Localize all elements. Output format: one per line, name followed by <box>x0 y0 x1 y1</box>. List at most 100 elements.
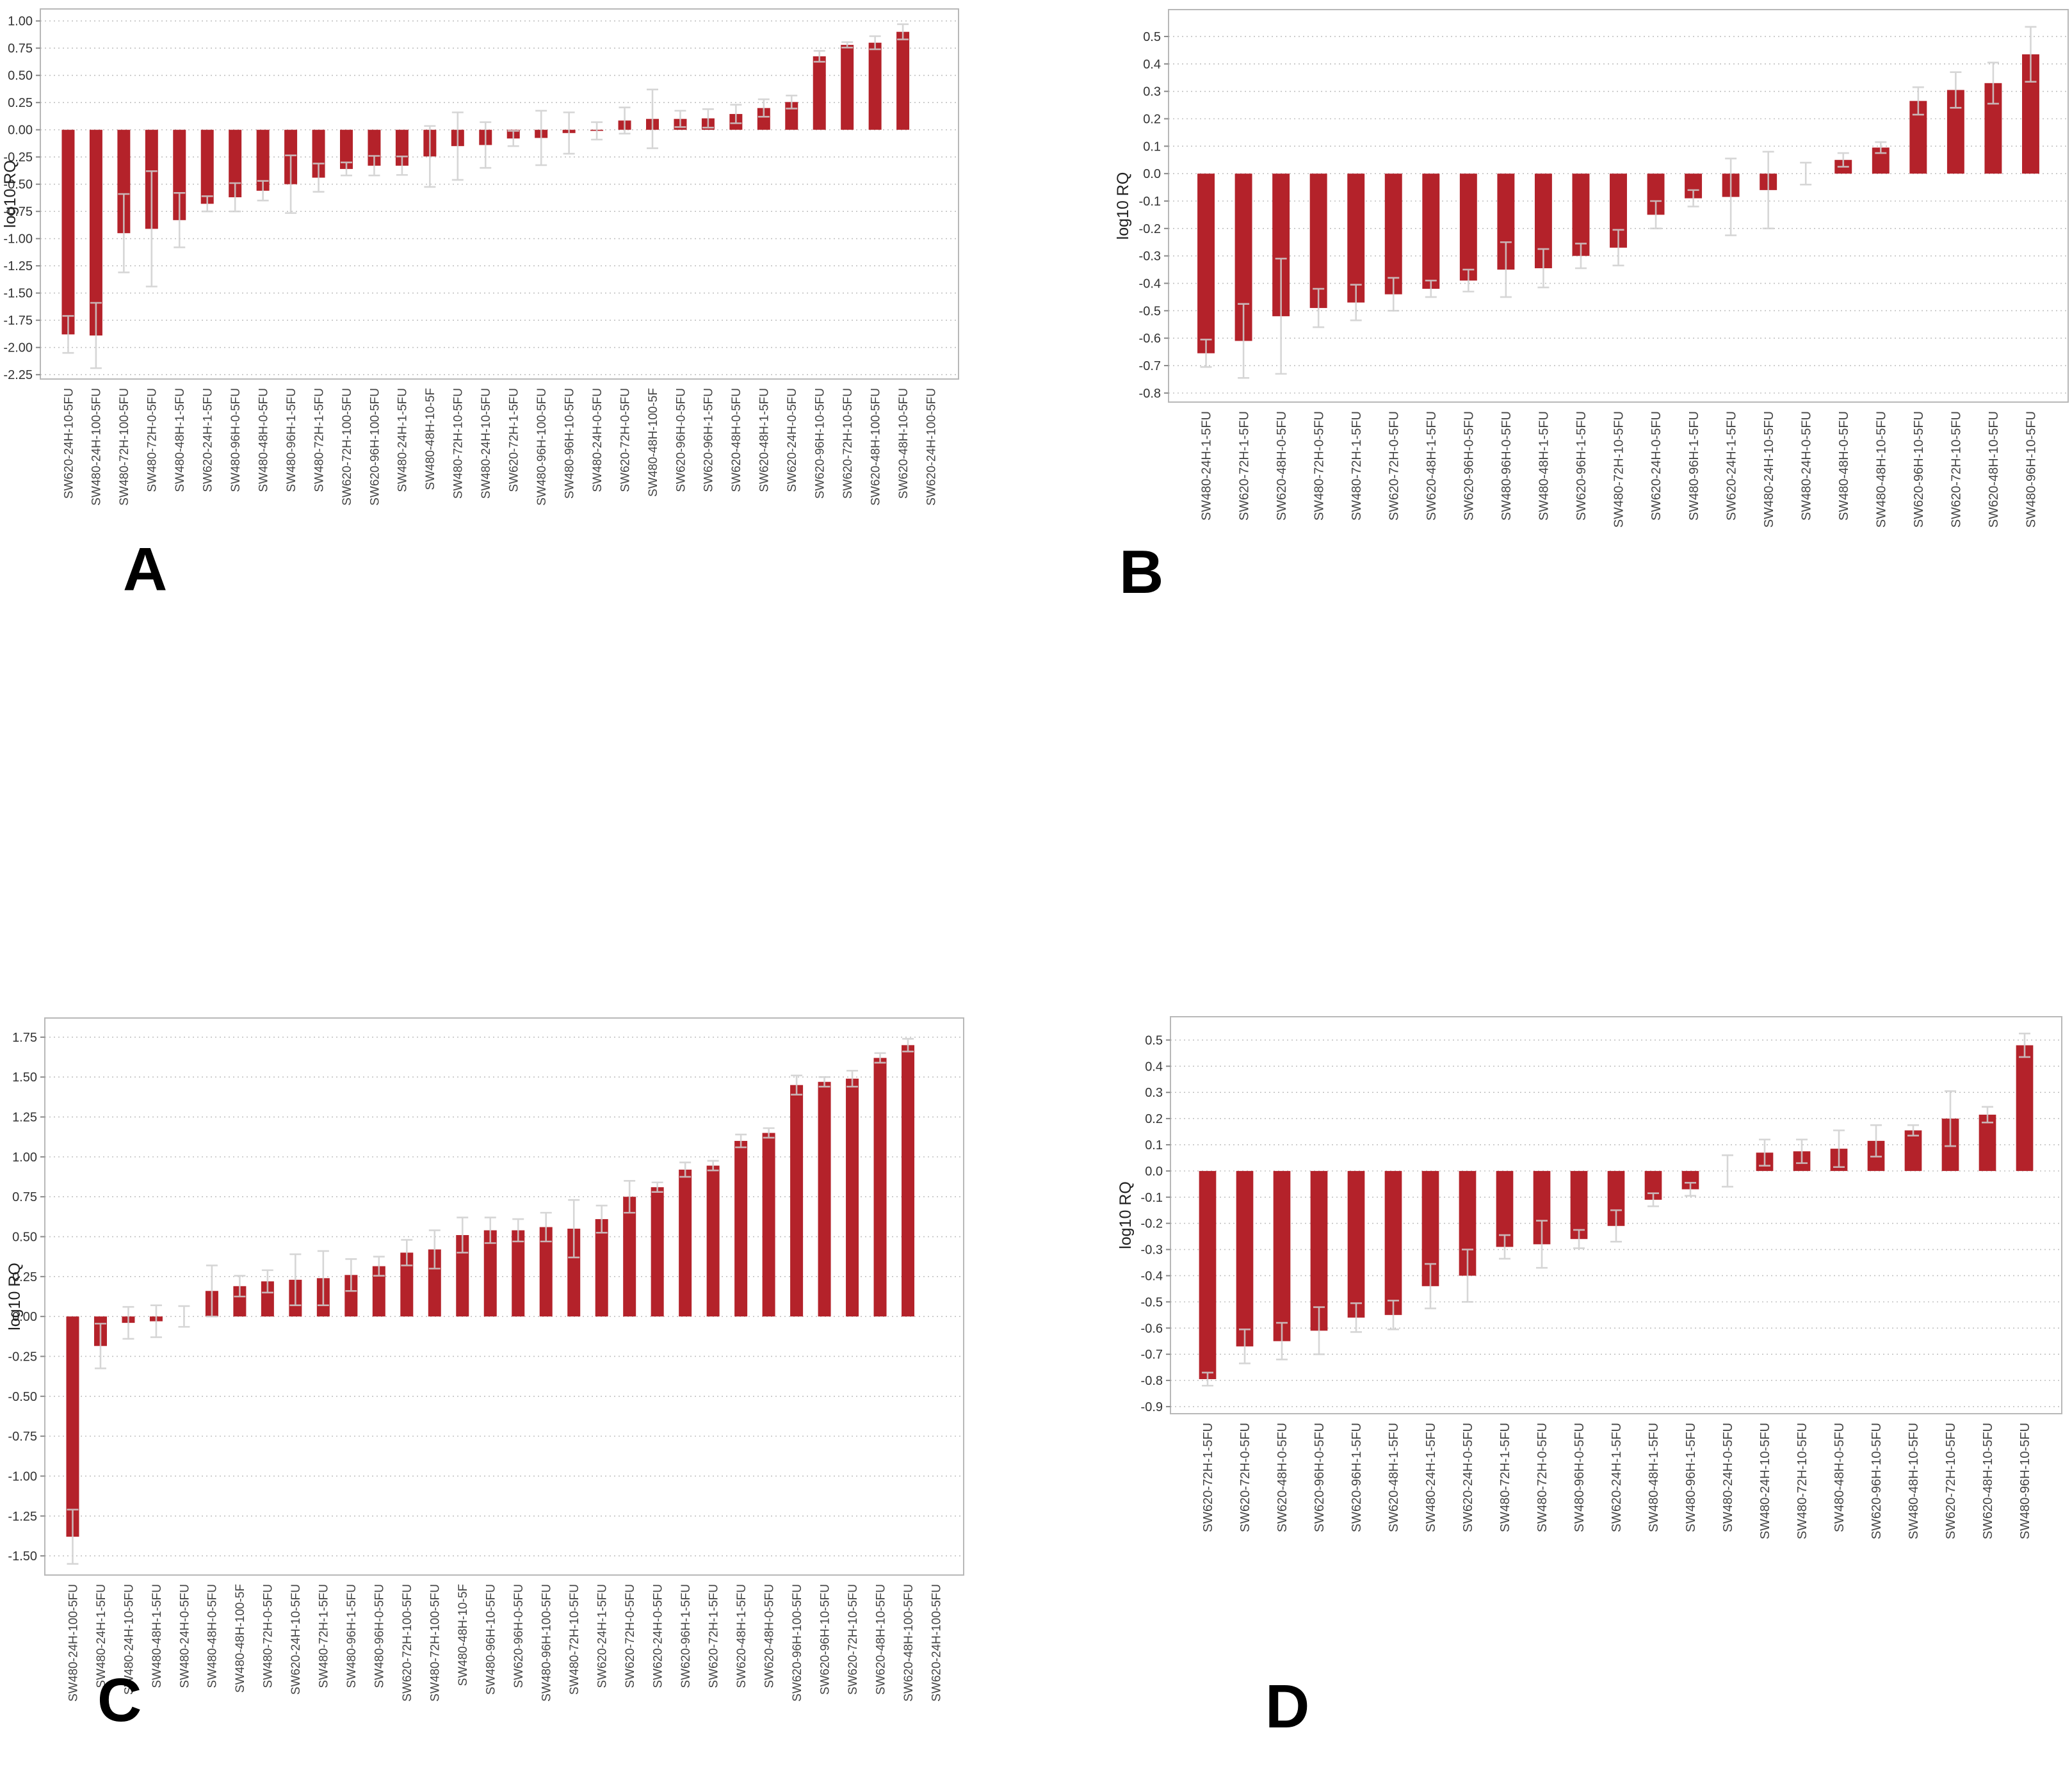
error-bar <box>869 35 881 51</box>
x-category-label: SW480-24H-1-5FU <box>1424 1423 1438 1532</box>
error-bar <box>591 121 603 141</box>
error-bar <box>1425 1263 1436 1309</box>
error-bar <box>396 156 408 176</box>
y-tick-label: 1.25 <box>12 1111 37 1125</box>
bar <box>1273 1170 1291 1341</box>
x-category-label: SW620-72H-0-5FU <box>1387 411 1401 521</box>
x-category-label: SW620-96H-0-5FU <box>1313 1423 1327 1532</box>
error-bar <box>90 302 102 369</box>
y-tick-label: -0.3 <box>1139 250 1161 264</box>
error-bar <box>563 111 575 155</box>
error-bar <box>1574 243 1587 270</box>
bar <box>1310 1170 1328 1331</box>
error-bar <box>1987 61 1999 105</box>
x-category-label: SW620-48H-10-5FU <box>897 388 911 499</box>
bar <box>595 1219 608 1317</box>
error-bar <box>2025 26 2037 83</box>
x-category-label: SW620-24H-1-5FU <box>1610 1423 1624 1532</box>
y-tick-label: -0.75 <box>8 1430 37 1444</box>
x-category-label: SW480-24H-0-5FU <box>1799 411 1813 521</box>
x-category-label: SW480-48H-0-5FU <box>257 388 270 492</box>
plot-border <box>1168 9 2069 403</box>
error-bar <box>1759 1138 1770 1167</box>
error-bar <box>846 1069 859 1088</box>
x-category-label: SW480-72H-0-5FU <box>262 1584 275 1688</box>
error-bar <box>373 1256 385 1277</box>
panel-letter-a: A <box>123 535 168 604</box>
error-bar <box>289 1253 302 1307</box>
bar <box>229 129 242 198</box>
y-tick-label: -0.25 <box>3 150 33 165</box>
error-bar <box>1875 141 1887 154</box>
error-bar <box>1462 1249 1473 1303</box>
x-category-label: SW480-72H-100-5FU <box>429 1584 442 1702</box>
x-category-label: SW480-96H-10-5FU <box>485 1584 498 1695</box>
bar <box>1496 1170 1514 1247</box>
error-bar <box>674 109 686 128</box>
x-category-label: SW620-72H-100-5FU <box>341 388 354 506</box>
x-category-label: SW620-72H-10-5FU <box>846 1584 860 1695</box>
x-category-label: SW480-24H-10-5FU <box>122 1584 136 1695</box>
x-category-label: SW620-72H-1-5FU <box>508 388 521 492</box>
panel-chart-B: 0.5 0.4 0.3 0.2 0.1 0.0 -0.1 -0.2 -0.3 -0.4 -0.5 -0… <box>1114 9 2069 528</box>
error-bar <box>1722 1154 1733 1188</box>
x-category-label: SW620-96H-10-5FU <box>818 1584 832 1695</box>
x-category-label: SW620-96H-0-5FU <box>1462 411 1477 521</box>
y-tick-label: 0.4 <box>1143 58 1161 72</box>
y-tick-label: -0.50 <box>8 1390 37 1404</box>
error-bar <box>624 1179 636 1214</box>
bar <box>233 1286 247 1317</box>
error-bar <box>1499 1234 1510 1260</box>
x-category-label: SW480-48H-1-5FU <box>1647 1423 1661 1532</box>
error-bar <box>1239 1329 1250 1364</box>
x-category-label: SW620-96H-1-5FU <box>1350 1423 1364 1532</box>
bar <box>1904 1130 1922 1171</box>
error-bar <box>902 1038 914 1053</box>
x-category-label: SW620-24H-1-5FU <box>596 1584 610 1688</box>
x-category-label: SW620-24H-0-5FU <box>652 1584 665 1688</box>
error-bar <box>1687 189 1699 207</box>
bar <box>428 1249 441 1317</box>
bar <box>372 1266 385 1317</box>
error-bar <box>1650 200 1662 230</box>
x-category-label: SW620-96H-100-5FU <box>368 388 382 506</box>
y-tick-label: -0.5 <box>1141 1295 1163 1309</box>
x-category-label: SW620-96H-1-5FU <box>702 388 716 492</box>
x-category-label: SW620-96H-100-5FU <box>791 1584 804 1702</box>
x-category-label: SW620-24H-0-5FU <box>786 388 799 492</box>
y-tick-label: 0.5 <box>1143 30 1161 44</box>
x-category-label: SW480-72H-1-5FU <box>1498 1423 1512 1532</box>
y-tick-label: 0.4 <box>1145 1060 1163 1074</box>
error-bar <box>730 104 742 124</box>
y-tick-label: 0.25 <box>8 96 33 110</box>
error-bar <box>1610 1209 1622 1243</box>
error-bar <box>1907 1124 1919 1136</box>
x-category-label: SW620-48H-0-5FU <box>1275 1423 1290 1532</box>
error-bar <box>368 155 380 177</box>
x-category-label: SW480-48H-10-5F <box>457 1584 470 1686</box>
y-tick-label: -0.8 <box>1139 387 1161 401</box>
x-category-label: SW620-48H-10-5FU <box>1987 411 2001 528</box>
y-tick-label: -0.2 <box>1141 1217 1163 1231</box>
plot-border <box>1170 1016 2062 1414</box>
x-category-label: SW620-96H-1-5FU <box>679 1584 693 1688</box>
x-category-label: SW620-72H-0-5FU <box>1238 1423 1252 1532</box>
x-category-label: SW480-96H-10-5FU <box>2018 1423 2032 1539</box>
panel-letter-b: B <box>1119 538 1164 606</box>
x-category-label: SW620-72H-0-5FU <box>619 388 632 492</box>
bar <box>734 1140 748 1317</box>
error-bar <box>651 1181 663 1193</box>
bar <box>757 108 770 130</box>
x-category-label: SW620-96H-10-5FU <box>1870 1423 1884 1539</box>
error-bar <box>1796 1138 1808 1164</box>
error-bar <box>401 1239 413 1266</box>
y-tick-label: 1.50 <box>12 1071 37 1085</box>
bar <box>813 56 826 130</box>
y-axis-label: log10 RQ <box>6 1263 24 1330</box>
error-bar <box>791 1074 803 1095</box>
bar <box>873 1058 887 1317</box>
x-category-label: SW620-72H-10-5FU <box>1950 411 1964 528</box>
x-category-label: SW480-96H-10-5FU <box>2025 411 2039 528</box>
error-bar <box>480 121 492 169</box>
error-bar <box>1200 339 1212 368</box>
